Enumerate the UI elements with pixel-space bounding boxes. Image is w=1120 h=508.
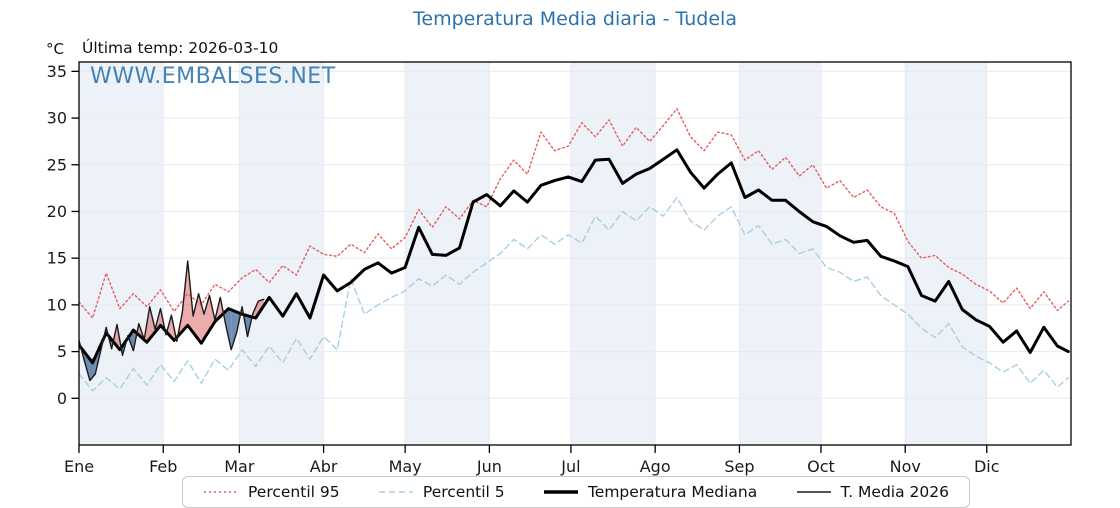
legend-label: Percentil 95: [248, 483, 340, 501]
x-tick-label-nov: Nov: [890, 457, 921, 476]
y-axis-units-label: °C: [46, 40, 64, 58]
legend: Percentil 95 Percentil 5 Temperatura Media…: [182, 476, 970, 508]
legend-line-sample: [543, 490, 578, 494]
y-tick-label: 35: [47, 62, 67, 81]
legend-item-temperatura-mediana: Temperatura Mediana: [543, 483, 757, 501]
x-tick-label-oct: Oct: [807, 457, 835, 476]
x-tick-label-ene: Ene: [64, 457, 94, 476]
y-tick-label: 15: [47, 249, 67, 268]
y-tick-label: 25: [47, 155, 67, 174]
x-tick-label-may: May: [389, 457, 422, 476]
legend-item-t-media-2026: T. Media 2026: [796, 483, 949, 501]
x-tick-label-jul: Jul: [560, 457, 580, 476]
page-title: Temperatura Media diaria - Tudela: [413, 8, 737, 30]
y-tick-label: 0: [57, 389, 67, 408]
x-tick-label-dic: Dic: [974, 457, 1000, 476]
x-tick-label-sep: Sep: [724, 457, 754, 476]
legend-line-sample: [796, 491, 831, 493]
legend-item-percentil-95: Percentil 95: [203, 483, 340, 501]
last-temp-label: Última temp: 2026-03-10: [82, 39, 279, 57]
y-tick-label: 30: [47, 109, 67, 128]
x-tick-label-ago: Ago: [640, 457, 671, 476]
legend-label: T. Media 2026: [840, 483, 949, 501]
x-tick-label-jun: Jun: [476, 457, 502, 476]
legend-line-sample: [378, 491, 413, 493]
x-tick-label-mar: Mar: [224, 457, 255, 476]
y-tick-label: 5: [57, 342, 67, 361]
legend-label: Temperatura Mediana: [587, 483, 758, 501]
legend-item-percentil-5: Percentil 5: [378, 483, 505, 501]
legend-line-sample: [204, 491, 238, 493]
legend-label: Percentil 5: [422, 483, 505, 501]
y-tick-label: 20: [47, 202, 67, 221]
x-tick-label-abr: Abr: [310, 457, 338, 476]
x-tick-label-feb: Feb: [149, 457, 177, 476]
y-tick-label: 10: [47, 295, 67, 314]
watermark: WWW.EMBALSES.NET: [90, 64, 336, 89]
